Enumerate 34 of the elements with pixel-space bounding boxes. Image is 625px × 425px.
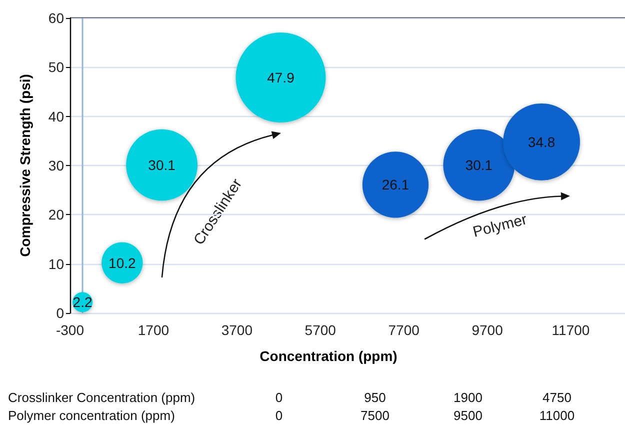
- text: 9500: [454, 408, 482, 424]
- y-tick-label: 20: [48, 206, 64, 223]
- text: 11000: [539, 408, 575, 424]
- text: 0: [275, 390, 283, 406]
- text: Polymer: [471, 211, 529, 241]
- data-label: 34.8: [528, 134, 556, 150]
- y-axis-title: Compressive Strength (psi): [17, 74, 33, 257]
- data-label: 2.2: [72, 294, 92, 310]
- y-tick-label: 0: [56, 305, 64, 321]
- data-label: 30.1: [465, 157, 493, 174]
- y-tick-label: 10: [48, 256, 64, 272]
- x-axis-title: Concentration (ppm): [260, 348, 398, 364]
- x-tick-label: 7700: [388, 322, 420, 338]
- y-tick-label: 30: [48, 158, 64, 174]
- y-tick-label: 40: [48, 108, 64, 124]
- text: 4750: [542, 390, 572, 406]
- x-tick-label: 9700: [472, 322, 504, 338]
- y-tick-label: 50: [48, 59, 64, 76]
- x-tick-label: 11700: [552, 322, 590, 338]
- x-tick-label: 1700: [138, 322, 170, 338]
- x-tick-label: 5700: [304, 322, 336, 338]
- text: Polymer concentration (ppm): [8, 408, 175, 424]
- data-label: 10.2: [108, 254, 136, 271]
- data-label: 30.1: [148, 157, 176, 174]
- text: 1900: [454, 390, 482, 406]
- text: Crosslinker Concentration (ppm): [8, 390, 196, 406]
- x-tick-label: 3700: [221, 322, 253, 338]
- y-tick-label: 60: [48, 10, 64, 26]
- x-tick-label: -300: [56, 322, 84, 338]
- data-label: 47.9: [267, 69, 295, 86]
- text: 0: [275, 408, 283, 424]
- text: 7500: [360, 408, 390, 424]
- text: 950: [364, 390, 386, 406]
- data-label: 26.1: [382, 176, 410, 193]
